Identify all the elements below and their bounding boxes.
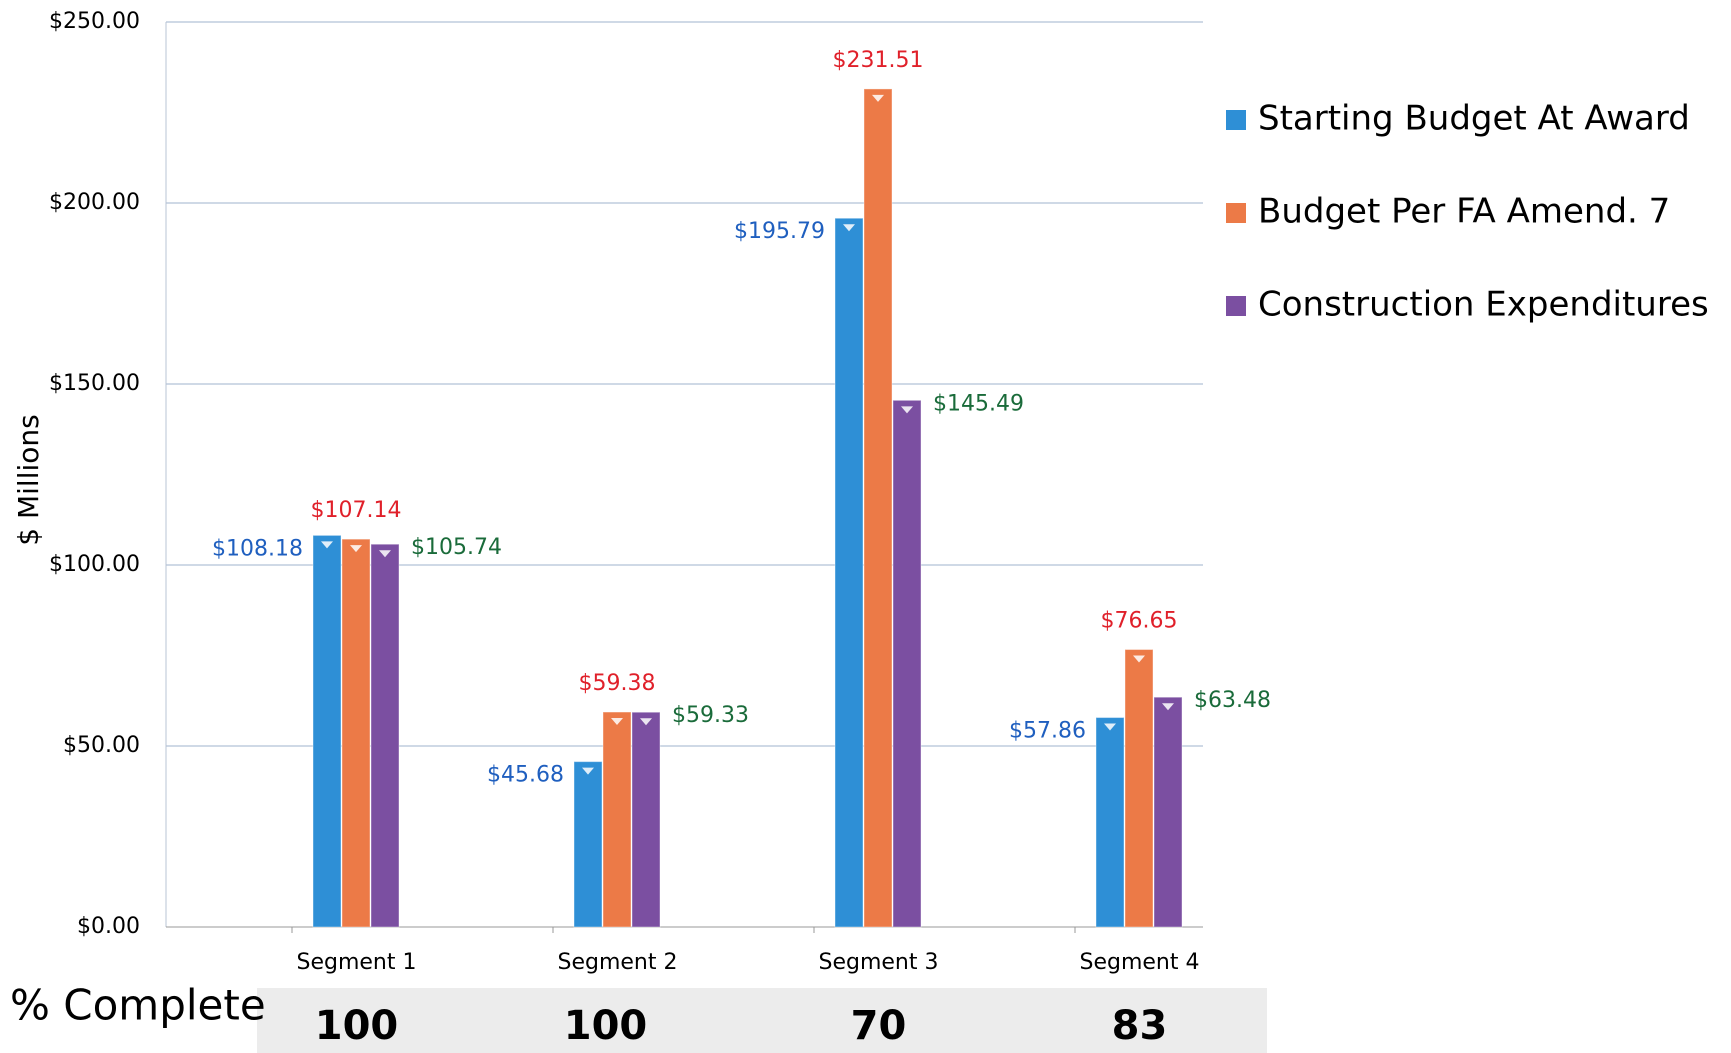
- bar: [313, 535, 341, 927]
- bar: [574, 762, 602, 927]
- value-label: $59.33: [672, 703, 749, 728]
- chart: $ Millions % Complete $0.00 $50.00 $100.00…: [0, 0, 1731, 1053]
- legend-swatch: [1226, 203, 1246, 223]
- x-tick-label: Segment 4: [1080, 950, 1200, 975]
- legend-label: Budget Per FA Amend. 7: [1258, 192, 1670, 232]
- bar: [632, 712, 660, 927]
- bar: [1154, 697, 1182, 927]
- bar: [1096, 718, 1124, 927]
- value-label: $105.74: [411, 535, 502, 560]
- value-label: $195.79: [734, 219, 825, 244]
- value-label: $107.14: [311, 498, 402, 523]
- bar: [1125, 650, 1153, 927]
- value-label: $63.48: [1194, 688, 1271, 713]
- complete-value: 100: [315, 1003, 399, 1049]
- value-label: $59.38: [579, 671, 656, 696]
- bar: [371, 544, 399, 927]
- bar: [893, 400, 921, 927]
- x-tick-label: Segment 2: [558, 950, 678, 975]
- bar: [864, 89, 892, 927]
- value-label: $76.65: [1101, 609, 1178, 634]
- legend-swatch: [1226, 110, 1246, 130]
- legend-label: Construction Expenditures: [1258, 285, 1709, 325]
- y-tick-label: $0.00: [77, 914, 140, 939]
- y-tick-label: $250.00: [49, 9, 140, 34]
- y-tick-label: $150.00: [49, 371, 140, 396]
- y-tick-label: $100.00: [49, 552, 140, 577]
- value-label: $231.51: [833, 48, 924, 73]
- complete-label: % Complete: [10, 981, 266, 1030]
- value-label: $45.68: [487, 763, 564, 788]
- bar: [603, 712, 631, 927]
- y-tick-label: $50.00: [63, 733, 140, 758]
- complete-value: 100: [564, 1003, 648, 1049]
- y-axis-title: $ Millions: [12, 414, 45, 545]
- x-tick-label: Segment 1: [297, 950, 417, 975]
- bar: [342, 539, 370, 927]
- legend-label: Starting Budget At Award: [1258, 99, 1690, 139]
- page: {"chart_data": {"type": "bar", "y_label"…: [0, 0, 1731, 1053]
- x-tick-label: Segment 3: [819, 950, 939, 975]
- value-label: $145.49: [933, 391, 1024, 416]
- value-label: $108.18: [212, 536, 303, 561]
- value-label: $57.86: [1009, 719, 1086, 744]
- complete-value: 70: [851, 1003, 907, 1049]
- complete-value: 83: [1112, 1003, 1168, 1049]
- bar: [835, 218, 863, 927]
- legend-swatch: [1226, 296, 1246, 316]
- y-tick-label: $200.00: [49, 190, 140, 215]
